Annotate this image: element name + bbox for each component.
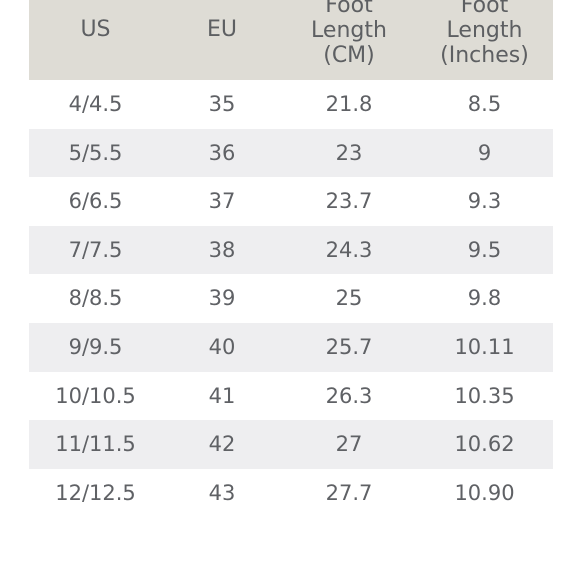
cell-eu: 43 [208,480,236,505]
cell-us: 10/10.5 [55,383,136,408]
header-us: US [80,17,111,42]
cell-us: 4/4.5 [68,92,123,116]
cell-inches: 10.62 [454,432,515,457]
cell-us: 9/9.5 [68,334,123,359]
table-row: 11/11.5 42 27 10.62 [29,420,553,469]
table-row: 8/8.5 39 25 9.8 [29,274,553,323]
cell-inches: 9 [477,140,492,165]
cell-us: 7/7.5 [68,237,123,262]
header-foot-length-cm: Foot Length (CM) [311,0,387,68]
cell-cm: 26.3 [325,383,373,408]
cell-cm: 25 [335,286,363,311]
cell-eu: 42 [208,432,236,457]
cell-us: 11/11.5 [55,432,136,457]
cell-eu: 37 [208,189,236,214]
cell-eu: 36 [208,140,236,165]
cell-inches: 9.3 [467,189,502,214]
cell-cm: 25.7 [325,334,373,359]
cell-us: 12/12.5 [55,480,136,505]
cell-cm: 21.8 [325,92,373,116]
table-row: 10/10.5 41 26.3 10.35 [29,372,553,421]
cell-us: 5/5.5 [68,140,123,165]
table-header: US EU Foot Length (CM) Foot Length (Inch… [29,0,553,80]
cell-eu: 41 [208,383,236,408]
table-row: 6/6.5 37 23.7 9.3 [29,177,553,226]
cell-inches: 10.11 [454,334,515,359]
table-row: 12/12.5 43 27.7 10.90 [29,469,553,518]
cell-eu: 39 [208,286,236,311]
table-row: 7/7.5 38 24.3 9.5 [29,225,553,275]
cell-cm: 27 [335,432,363,457]
cell-inches: 8.5 [467,92,502,116]
cell-eu: 38 [208,237,236,262]
cell-eu: 35 [208,92,236,116]
size-chart-table: US EU Foot Length (CM) Foot Length (Inch… [29,0,553,517]
cell-inches: 10.35 [454,383,515,408]
cell-cm: 23 [335,140,363,165]
header-foot-length-inches: Foot Length (Inches) [440,0,529,68]
cell-inches: 9.5 [467,237,502,262]
cell-cm: 24.3 [325,237,373,262]
table-row: 4/4.5 35 21.8 8.5 [29,80,553,129]
cell-cm: 23.7 [325,189,373,214]
cell-us: 6/6.5 [68,189,123,214]
cell-cm: 27.7 [325,480,373,505]
header-eu: EU [206,17,237,42]
table-row: 9/9.5 40 25.7 10.11 [29,322,553,372]
table-row: 5/5.5 36 23 9 [29,128,553,178]
cell-us: 8/8.5 [68,286,123,311]
cell-eu: 40 [208,334,236,359]
cell-inches: 9.8 [467,286,502,311]
cell-inches: 10.90 [454,480,515,505]
